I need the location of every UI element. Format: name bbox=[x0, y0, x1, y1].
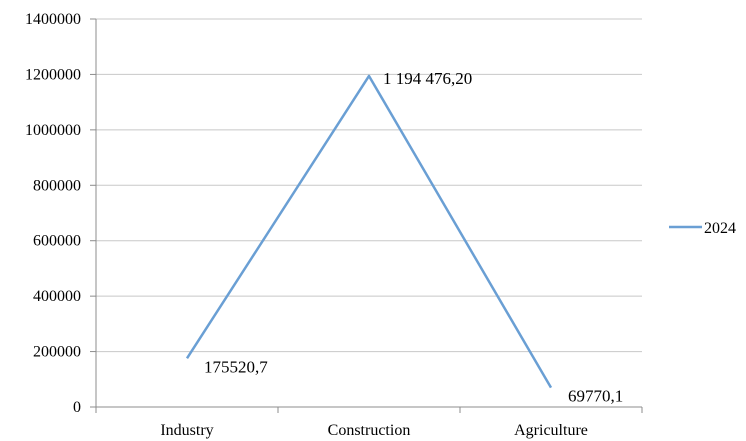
data-labels: 175520,7 1 194 476,20 69770,1 bbox=[204, 69, 623, 406]
x-tick-label: Industry bbox=[160, 422, 213, 439]
series-lines bbox=[185, 74, 553, 389]
x-tick-label: Construction bbox=[328, 422, 411, 439]
y-tick-label: 1200000 bbox=[25, 66, 81, 83]
x-axis-ticks: Industry Construction Agriculture bbox=[95, 407, 643, 439]
data-label: 1 194 476,20 bbox=[383, 69, 472, 88]
gridlines bbox=[96, 18, 642, 353]
y-axis-ticks: 0 200000 400000 600000 800000 1000000 1200000 1… bbox=[25, 11, 96, 416]
y-tick-label: 0 bbox=[73, 399, 81, 416]
y-tick-label: 1000000 bbox=[25, 122, 81, 139]
y-tick-label: 400000 bbox=[33, 288, 81, 305]
series-line bbox=[185, 74, 553, 389]
legend-label: 2024 bbox=[704, 220, 736, 237]
data-label: 175520,7 bbox=[204, 357, 268, 376]
legend: 2024 bbox=[669, 220, 736, 237]
y-tick-label: 800000 bbox=[33, 177, 81, 194]
data-label: 69770,1 bbox=[568, 387, 623, 406]
y-tick-label: 1400000 bbox=[25, 11, 81, 28]
y-tick-label: 600000 bbox=[33, 233, 81, 250]
x-tick-label: Agriculture bbox=[514, 422, 588, 439]
y-tick-label: 200000 bbox=[33, 344, 81, 361]
axes bbox=[95, 19, 642, 408]
